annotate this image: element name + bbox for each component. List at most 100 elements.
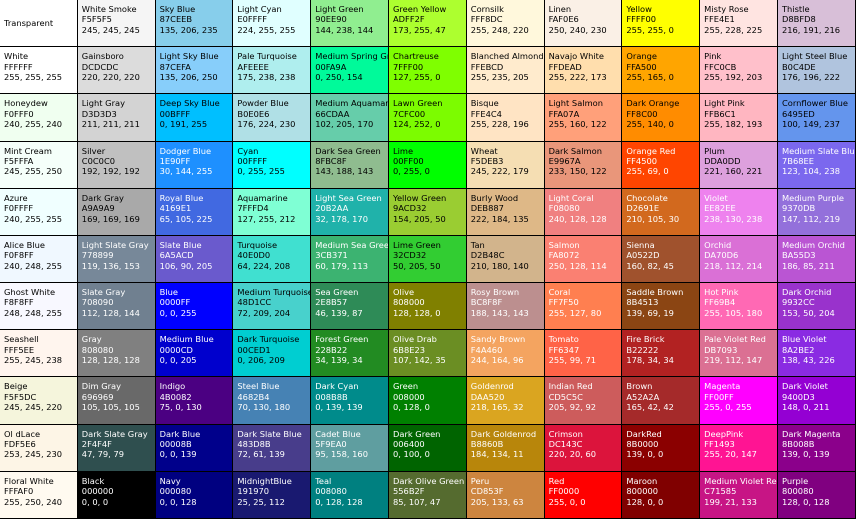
color-swatch[interactable]: Medium Blue 0000CD 0, 0, 205 bbox=[155, 330, 234, 378]
color-swatch[interactable]: Light Green 90EE90 144, 238, 144 bbox=[311, 0, 389, 48]
color-swatch[interactable]: Navajo White FFDEAD 255, 222, 173 bbox=[544, 47, 623, 95]
color-swatch[interactable]: Light Steel Blue B0C4DE 176, 196, 222 bbox=[777, 47, 856, 95]
color-swatch[interactable]: Gray 808080 128, 128, 128 bbox=[77, 330, 156, 378]
color-swatch[interactable]: Navy 000080 0, 0, 128 bbox=[155, 471, 234, 519]
color-swatch[interactable]: Dark Gray A9A9A9 169, 169, 169 bbox=[77, 188, 156, 236]
color-swatch[interactable]: Olive Drab 6B8E23 107, 142, 35 bbox=[388, 330, 467, 378]
color-swatch[interactable]: Brown A52A2A 165, 42, 42 bbox=[622, 377, 701, 425]
color-swatch[interactable]: Slate Blue 6A5ACD 106, 90, 205 bbox=[155, 235, 234, 284]
color-swatch[interactable]: Dark Olive Green 556B2F 85, 107, 47 bbox=[388, 471, 467, 519]
color-swatch[interactable]: Bisque FFE4C4 255, 228, 196 bbox=[466, 94, 545, 142]
color-swatch[interactable]: Turquoise 40E0D0 64, 224, 208 bbox=[233, 235, 312, 284]
color-swatch[interactable]: MidnightBlue 191970 25, 25, 112 bbox=[233, 471, 312, 519]
color-swatch[interactable]: Dark Slate Blue 483D8B 72, 61, 139 bbox=[233, 424, 312, 472]
color-swatch[interactable]: Dark Blue 00008B 0, 0, 139 bbox=[155, 424, 234, 472]
color-swatch[interactable]: Light Gray D3D3D3 211, 211, 211 bbox=[77, 94, 156, 142]
color-swatch[interactable]: Lime Green 32CD32 50, 205, 50 bbox=[388, 235, 467, 284]
color-swatch[interactable]: Medium Spring Green00FA9A0, 250, 154 bbox=[311, 47, 389, 95]
color-swatch[interactable]: Honeydew F0FFF0 240, 255, 240 bbox=[0, 94, 78, 142]
color-swatch[interactable]: Maroon 800000 128, 0, 0 bbox=[622, 471, 701, 519]
color-swatch[interactable]: Light Slate Gray 778899 119, 136, 153 bbox=[77, 235, 156, 284]
color-swatch[interactable]: Light Cyan E0FFFF 224, 255, 255 bbox=[233, 0, 312, 48]
color-swatch[interactable]: Ol dLace FDF5E6 253, 245, 230 bbox=[0, 424, 78, 472]
color-swatch[interactable]: Pink FFC0CB 255, 192, 203 bbox=[700, 47, 778, 95]
color-swatch[interactable]: Dark Green 006400 0, 100, 0 bbox=[388, 424, 467, 472]
color-swatch[interactable]: Gainsboro DCDCDC 220, 220, 220 bbox=[77, 47, 156, 95]
color-swatch[interactable]: Light Sea Green 20B2AA 32, 178, 170 bbox=[311, 188, 389, 236]
color-swatch[interactable]: Medium Purple 9370DB 147, 112, 219 bbox=[777, 188, 856, 236]
color-swatch[interactable]: Seashell FFF5EE 255, 245, 238 bbox=[0, 330, 78, 378]
color-swatch[interactable]: Peru CD853F 205, 133, 63 bbox=[466, 471, 545, 519]
color-swatch[interactable]: Dark Slate Gray 2F4F4F 47, 79, 79 bbox=[77, 424, 156, 472]
color-swatch[interactable]: Linen FAF0E6 250, 240, 230 bbox=[544, 0, 623, 48]
color-swatch[interactable]: Ghost White F8F8FF 248, 248, 255 bbox=[0, 283, 78, 331]
color-swatch[interactable]: Red FF0000 255, 0, 0 bbox=[544, 471, 623, 519]
color-swatch[interactable]: Dark Goldenrod B8860B 184, 134, 11 bbox=[466, 424, 545, 472]
color-swatch[interactable]: Alice Blue F0F8FF 240, 248, 255 bbox=[0, 235, 78, 284]
color-swatch[interactable]: Indigo 4B0082 75, 0, 130 bbox=[155, 377, 234, 425]
color-swatch[interactable]: Rosy Brown BC8F8F 188, 143, 143 bbox=[466, 283, 545, 331]
color-swatch[interactable]: Dark Salmon E9967A 233, 150, 122 bbox=[544, 141, 623, 189]
color-swatch[interactable]: Burly Wood DEB887 222, 184, 135 bbox=[466, 188, 545, 236]
color-swatch[interactable]: Light Sky Blue 87CEFA 135, 206, 250 bbox=[155, 47, 234, 95]
color-swatch[interactable]: Dark Magenta 8B008B 139, 0, 139 bbox=[777, 424, 856, 472]
color-swatch[interactable]: Chocolate D2691E 210, 105, 30 bbox=[622, 188, 701, 236]
color-swatch[interactable]: Aquamarine 7FFFD4 127, 255, 212 bbox=[233, 188, 312, 236]
color-swatch[interactable]: Thistle D8BFD8 216, 191, 216 bbox=[777, 0, 856, 48]
color-swatch[interactable]: Tan D2B48C 210, 180, 140 bbox=[466, 235, 545, 284]
color-swatch[interactable]: Light Salmon FFA07A 255, 160, 122 bbox=[544, 94, 623, 142]
color-swatch[interactable]: Powder Blue B0E0E6 176, 224, 230 bbox=[233, 94, 312, 142]
color-swatch[interactable]: Orchid DA70D6 218, 112, 214 bbox=[700, 235, 778, 284]
color-swatch[interactable]: Transparent bbox=[0, 0, 78, 48]
color-swatch[interactable]: Fire Brick B22222 178, 34, 34 bbox=[622, 330, 701, 378]
color-swatch[interactable]: Salmon FA8072 250, 128, 114 bbox=[544, 235, 623, 284]
color-swatch[interactable]: Deep Sky Blue 00BFFF 0, 191, 255 bbox=[155, 94, 234, 142]
color-swatch[interactable]: Wheat F5DEB3 245, 222, 179 bbox=[466, 141, 545, 189]
color-swatch[interactable]: White FFFFFF 255, 255, 255 bbox=[0, 47, 78, 95]
color-swatch[interactable]: Medium Sea Green 3CB371 60, 179, 113 bbox=[311, 235, 389, 284]
color-swatch[interactable]: Medium Violet Red C71585 199, 21, 133 bbox=[700, 471, 778, 519]
color-swatch[interactable]: Dark Orchid 9932CC 153, 50, 204 bbox=[777, 283, 856, 331]
color-swatch[interactable]: Slate Gray 708090 112, 128, 144 bbox=[77, 283, 156, 331]
color-swatch[interactable]: Yellow FFFF00 255, 255, 0 bbox=[622, 0, 701, 48]
color-swatch[interactable]: Pale Turquoise AFEEEE 175, 238, 238 bbox=[233, 47, 312, 95]
color-swatch[interactable]: Light Pink FFB6C1 255, 182, 193 bbox=[700, 94, 778, 142]
color-swatch[interactable]: Azure F0FFFF 240, 255, 255 bbox=[0, 188, 78, 236]
color-swatch[interactable]: Royal Blue 4169E1 65, 105, 225 bbox=[155, 188, 234, 236]
color-swatch[interactable]: Coral FF7F50 255, 127, 80 bbox=[544, 283, 623, 331]
color-swatch[interactable]: Lawn Green 7CFC00 124, 252, 0 bbox=[388, 94, 467, 142]
color-swatch[interactable]: Indian Red CD5C5C 205, 92, 92 bbox=[544, 377, 623, 425]
color-swatch[interactable]: Dark Turquoise 00CED1 0, 206, 209 bbox=[233, 330, 312, 378]
color-swatch[interactable]: Magenta FF00FF 255, 0, 255 bbox=[700, 377, 778, 425]
color-swatch[interactable]: Blue Violet 8A2BE2 138, 43, 226 bbox=[777, 330, 856, 378]
color-swatch[interactable]: Cyan 00FFFF 0, 255, 255 bbox=[233, 141, 312, 189]
color-swatch[interactable]: Olive 808000 128, 128, 0 bbox=[388, 283, 467, 331]
color-swatch[interactable]: Orange FFA500 255, 165, 0 bbox=[622, 47, 701, 95]
color-swatch[interactable]: Chartreuse 7FFF00 127, 255, 0 bbox=[388, 47, 467, 95]
color-swatch[interactable]: Violet EE82EE 238, 130, 238 bbox=[700, 188, 778, 236]
color-swatch[interactable]: Light Coral F08080 240, 128, 128 bbox=[544, 188, 623, 236]
color-swatch[interactable]: Steel Blue 4682B4 70, 130, 180 bbox=[233, 377, 312, 425]
color-swatch[interactable]: Silver C0C0C0 192, 192, 192 bbox=[77, 141, 156, 189]
color-swatch[interactable]: DarkRed 8B0000 139, 0, 0 bbox=[622, 424, 701, 472]
color-swatch[interactable]: Misty Rose FFE4E1 255, 228, 225 bbox=[700, 0, 778, 48]
color-swatch[interactable]: Teal 008080 0, 128, 128 bbox=[311, 471, 389, 519]
color-swatch[interactable]: Goldenrod DAA520 218, 165, 32 bbox=[466, 377, 545, 425]
color-swatch[interactable]: Dark Orange FF8C00 255, 140, 0 bbox=[622, 94, 701, 142]
color-swatch[interactable]: Medium Orchid BA55D3 186, 85, 211 bbox=[777, 235, 856, 284]
color-swatch[interactable]: Hot Pink FF69B4 255, 105, 180 bbox=[700, 283, 778, 331]
color-swatch[interactable]: Crimson DC143C 220, 20, 60 bbox=[544, 424, 623, 472]
color-swatch[interactable]: Purple 800080 128, 0, 128 bbox=[777, 471, 856, 519]
color-swatch[interactable]: Green 008000 0, 128, 0 bbox=[388, 377, 467, 425]
color-swatch[interactable]: Medium Slate Blue 7B68EE 123, 104, 238 bbox=[777, 141, 856, 189]
color-swatch[interactable]: Sky Blue 87CEEB 135, 206, 235 bbox=[155, 0, 234, 48]
color-swatch[interactable]: Sea Green 2E8B57 46, 139, 87 bbox=[311, 283, 389, 331]
color-swatch[interactable]: Pale Violet Red DB7093 219, 112, 147 bbox=[700, 330, 778, 378]
color-swatch[interactable]: Beige F5F5DC 245, 245, 220 bbox=[0, 377, 78, 425]
color-swatch[interactable]: Blue 0000FF 0, 0, 255 bbox=[155, 283, 234, 331]
color-swatch[interactable]: Dark Violet 9400D3 148, 0, 211 bbox=[777, 377, 856, 425]
color-swatch[interactable]: Medium Aquamarine66CDAA102, 205, 170 bbox=[311, 94, 389, 142]
color-swatch[interactable]: Blanched Almond FFEBCD 255, 235, 205 bbox=[466, 47, 545, 95]
color-swatch[interactable]: Dodger Blue 1E90FF 30, 144, 255 bbox=[155, 141, 234, 189]
color-swatch[interactable]: Yellow Green 9ACD32 154, 205, 50 bbox=[388, 188, 467, 236]
